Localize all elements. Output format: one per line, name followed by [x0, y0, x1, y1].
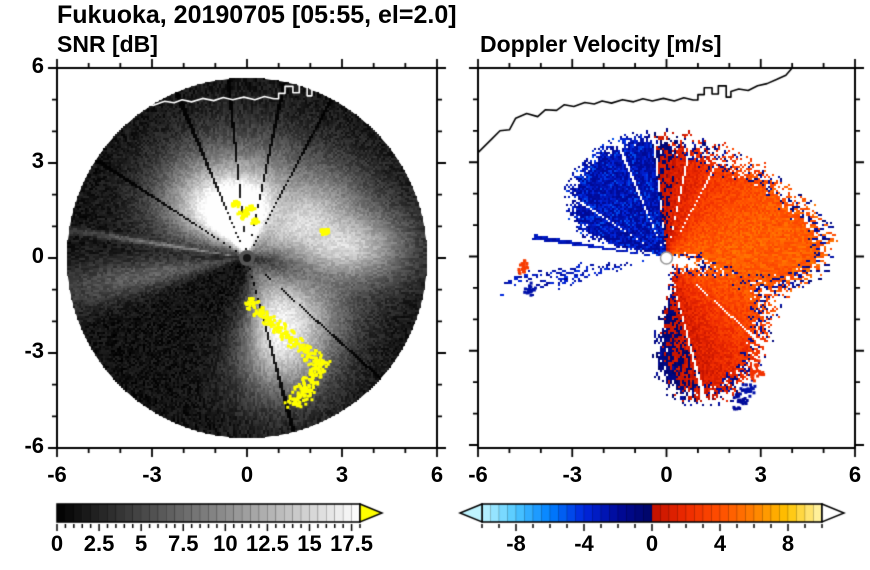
snr-colorbar-tick-label: 15 [297, 531, 322, 556]
snr-x-tick-label: -3 [142, 462, 162, 487]
snr-y-tick-label: -3 [24, 338, 44, 363]
doppler-panel-title: Doppler Velocity [m/s] [480, 31, 722, 57]
doppler-colorbar-tick-label: 0 [645, 531, 659, 556]
snr-colorbar-tick-label: 0 [50, 531, 64, 556]
snr-colorbar-tick-label: 10 [213, 531, 238, 556]
snr-colorbar [45, 500, 395, 534]
doppler-colorbar-tick-label: -4 [574, 531, 594, 556]
snr-colorbar-tick-label: 12.5 [245, 531, 289, 556]
doppler-colorbar [450, 500, 860, 534]
snr-colorbar-tick-label: 17.5 [330, 531, 373, 556]
snr-x-tick-label: -6 [47, 462, 67, 487]
figure-title: Fukuoka, 20190705 [05:55, el=2.0] [57, 1, 457, 29]
snr-colorbar-tick-label: 5 [135, 531, 148, 556]
snr-x-tick-label: 3 [335, 462, 349, 487]
snr-y-tick-label: 6 [31, 53, 44, 78]
snr-x-tick-label: 0 [240, 462, 254, 487]
doppler-x-tick-label: 3 [754, 462, 767, 487]
doppler-x-tick-label: 6 [848, 462, 862, 487]
snr-colorbar-tick-label: 2.5 [83, 531, 115, 556]
doppler-ppi-plot [468, 58, 865, 458]
doppler-x-tick-label: -3 [562, 462, 583, 487]
snr-ppi-plot [47, 58, 447, 458]
snr-y-tick-label: 3 [31, 148, 44, 173]
snr-colorbar-tick-label: 7.5 [167, 531, 199, 556]
doppler-colorbar-tick-label: 4 [713, 531, 727, 556]
doppler-x-tick-label: -6 [468, 462, 488, 487]
doppler-x-tick-label: 0 [660, 462, 673, 487]
snr-x-tick-label: 6 [430, 462, 444, 487]
snr-y-tick-label: -6 [24, 433, 44, 458]
snr-panel-title: SNR [dB] [57, 31, 158, 57]
doppler-colorbar-tick-label: -8 [506, 531, 526, 556]
snr-y-tick-label: 0 [31, 243, 44, 268]
doppler-colorbar-tick-label: 8 [781, 531, 795, 556]
